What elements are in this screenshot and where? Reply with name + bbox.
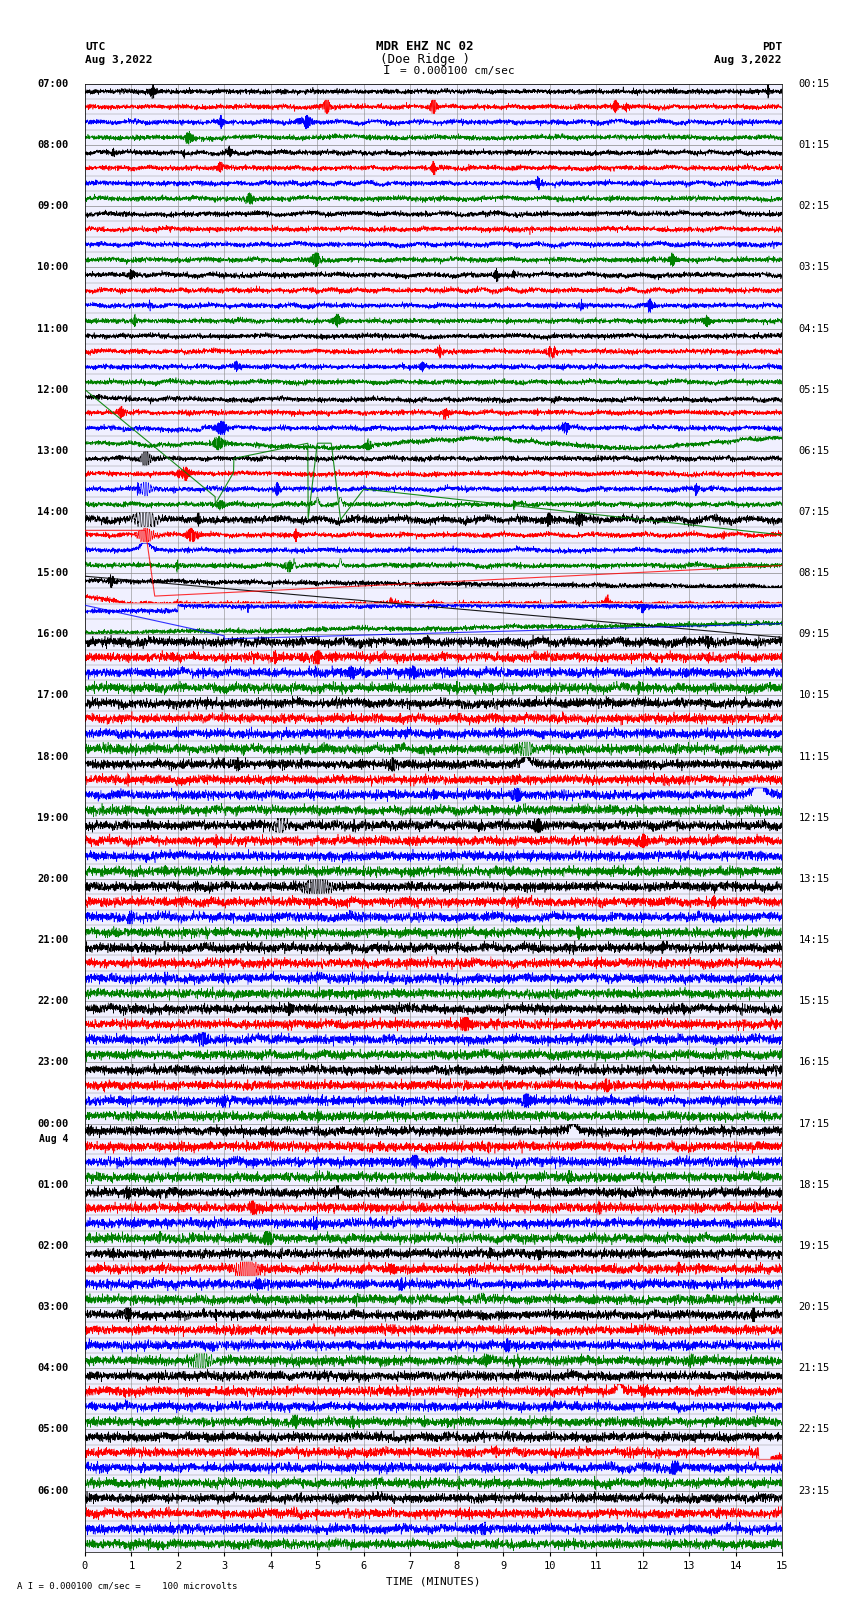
Text: = 0.000100 cm/sec: = 0.000100 cm/sec <box>400 66 514 76</box>
Text: 02:00: 02:00 <box>37 1240 69 1252</box>
Text: 07:00: 07:00 <box>37 79 69 89</box>
Text: 23:00: 23:00 <box>37 1058 69 1068</box>
Text: 12:15: 12:15 <box>798 813 830 823</box>
Text: 07:15: 07:15 <box>798 506 830 518</box>
Text: 16:00: 16:00 <box>37 629 69 639</box>
Text: 06:15: 06:15 <box>798 445 830 456</box>
Text: 18:00: 18:00 <box>37 752 69 761</box>
Text: 08:00: 08:00 <box>37 140 69 150</box>
Text: 21:00: 21:00 <box>37 936 69 945</box>
Text: 06:00: 06:00 <box>37 1486 69 1495</box>
Text: PDT: PDT <box>762 42 782 52</box>
Text: 12:00: 12:00 <box>37 384 69 395</box>
Text: 02:15: 02:15 <box>798 202 830 211</box>
Text: 15:00: 15:00 <box>37 568 69 577</box>
Text: UTC: UTC <box>85 42 105 52</box>
Text: 09:00: 09:00 <box>37 202 69 211</box>
Text: 10:15: 10:15 <box>798 690 830 700</box>
Text: 22:15: 22:15 <box>798 1424 830 1434</box>
Text: 14:00: 14:00 <box>37 506 69 518</box>
Text: 08:15: 08:15 <box>798 568 830 577</box>
Text: 21:15: 21:15 <box>798 1363 830 1373</box>
Text: 23:15: 23:15 <box>798 1486 830 1495</box>
Text: (Doe Ridge ): (Doe Ridge ) <box>380 53 470 66</box>
Text: A I = 0.000100 cm/sec =    100 microvolts: A I = 0.000100 cm/sec = 100 microvolts <box>17 1581 237 1590</box>
Text: 04:00: 04:00 <box>37 1363 69 1373</box>
Text: 13:00: 13:00 <box>37 445 69 456</box>
Text: 17:00: 17:00 <box>37 690 69 700</box>
Text: 20:15: 20:15 <box>798 1302 830 1311</box>
Text: 10:00: 10:00 <box>37 263 69 273</box>
Text: 05:15: 05:15 <box>798 384 830 395</box>
Text: 03:00: 03:00 <box>37 1302 69 1311</box>
Text: 14:15: 14:15 <box>798 936 830 945</box>
Text: 20:00: 20:00 <box>37 874 69 884</box>
Text: 13:15: 13:15 <box>798 874 830 884</box>
Text: 11:00: 11:00 <box>37 324 69 334</box>
Text: I: I <box>383 65 390 77</box>
Text: 05:00: 05:00 <box>37 1424 69 1434</box>
Text: 17:15: 17:15 <box>798 1118 830 1129</box>
Text: 11:15: 11:15 <box>798 752 830 761</box>
Text: 19:15: 19:15 <box>798 1240 830 1252</box>
Text: Aug 4: Aug 4 <box>39 1134 69 1144</box>
Text: 01:15: 01:15 <box>798 140 830 150</box>
Text: 00:00: 00:00 <box>37 1118 69 1129</box>
Text: MDR EHZ NC 02: MDR EHZ NC 02 <box>377 40 473 53</box>
Text: 03:15: 03:15 <box>798 263 830 273</box>
Text: 09:15: 09:15 <box>798 629 830 639</box>
Text: 04:15: 04:15 <box>798 324 830 334</box>
Text: Aug 3,2022: Aug 3,2022 <box>715 55 782 65</box>
Text: 16:15: 16:15 <box>798 1058 830 1068</box>
Text: 18:15: 18:15 <box>798 1179 830 1190</box>
Text: 22:00: 22:00 <box>37 997 69 1007</box>
Text: 01:00: 01:00 <box>37 1179 69 1190</box>
Text: 19:00: 19:00 <box>37 813 69 823</box>
Text: Aug 3,2022: Aug 3,2022 <box>85 55 152 65</box>
Text: 15:15: 15:15 <box>798 997 830 1007</box>
Text: 00:15: 00:15 <box>798 79 830 89</box>
X-axis label: TIME (MINUTES): TIME (MINUTES) <box>386 1576 481 1586</box>
